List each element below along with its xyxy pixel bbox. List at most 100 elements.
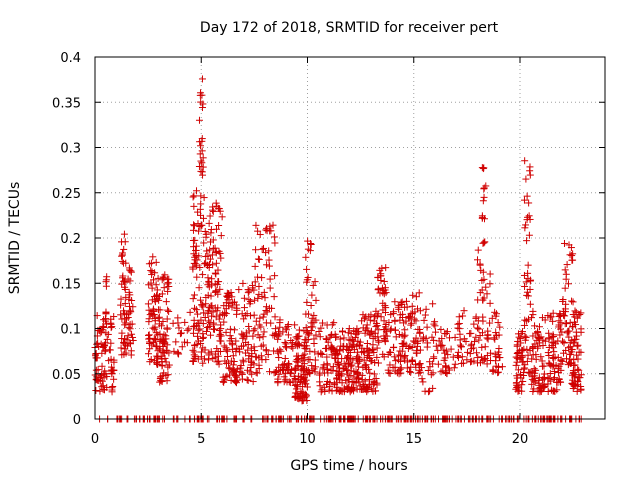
data-point (121, 300, 129, 308)
data-point (195, 284, 203, 292)
data-point (280, 373, 288, 381)
data-point (480, 193, 488, 201)
data-point (522, 278, 530, 286)
data-point (178, 343, 186, 351)
data-point (428, 333, 436, 341)
data-point (332, 355, 340, 363)
data-point (100, 316, 108, 324)
data-point (571, 361, 579, 369)
data-point (220, 342, 228, 350)
data-point (463, 356, 471, 364)
data-point (239, 356, 247, 364)
data-point (303, 298, 311, 306)
data-point (545, 351, 553, 359)
data-point (161, 354, 169, 362)
data-point (126, 277, 134, 285)
data-point (205, 317, 213, 325)
data-point (259, 341, 267, 349)
data-point (374, 337, 382, 345)
data-point (434, 346, 442, 354)
data-point (189, 329, 197, 337)
data-point (339, 328, 347, 336)
data-point (366, 369, 374, 377)
data-point (340, 334, 348, 342)
data-point (190, 323, 198, 331)
data-point (243, 376, 251, 384)
data-point (160, 274, 168, 282)
data-point (160, 331, 168, 339)
data-point (274, 335, 282, 343)
data-point (266, 284, 274, 292)
data-point (279, 328, 287, 336)
data-point (229, 361, 237, 369)
data-point (217, 321, 225, 329)
data-point (155, 320, 163, 328)
data-point (198, 75, 206, 83)
data-point (151, 314, 159, 322)
data-point (240, 358, 248, 366)
data-point (514, 349, 522, 357)
data-point (267, 319, 275, 327)
data-point (209, 354, 217, 362)
data-point (537, 387, 545, 395)
data-point (310, 311, 318, 319)
y-tick-label: 0.2 (60, 232, 81, 247)
data-point (271, 313, 279, 321)
data-point (365, 376, 373, 384)
data-point (197, 211, 205, 219)
data-point (389, 310, 397, 318)
data-point (318, 351, 326, 359)
data-point (521, 316, 529, 324)
data-point (144, 350, 152, 358)
data-point (486, 270, 494, 278)
data-point (125, 309, 133, 317)
data-point (284, 322, 292, 330)
data-point (297, 373, 305, 381)
x-tick-label: 20 (512, 432, 529, 447)
data-point (223, 352, 231, 360)
data-point (191, 341, 199, 349)
data-point (403, 303, 411, 311)
data-point (304, 331, 312, 339)
data-point (260, 244, 268, 252)
data-point (229, 352, 237, 360)
data-point (103, 335, 111, 343)
data-point (407, 319, 415, 327)
data-point (153, 360, 161, 368)
data-point (107, 367, 115, 375)
data-point (240, 315, 248, 323)
data-point (483, 290, 491, 298)
data-point (331, 330, 339, 338)
data-point (300, 360, 308, 368)
data-point (146, 345, 154, 353)
data-point (532, 330, 540, 338)
data-point (202, 230, 210, 238)
data-point (94, 366, 102, 374)
data-point (385, 319, 393, 327)
data-point (481, 238, 489, 246)
data-point (104, 330, 112, 338)
data-point (474, 354, 482, 362)
data-point (292, 392, 300, 400)
data-point (228, 293, 236, 301)
data-point (208, 312, 216, 320)
data-point (551, 368, 559, 376)
data-point (319, 365, 327, 373)
data-point (282, 326, 290, 334)
data-point (190, 357, 198, 365)
data-point (190, 348, 198, 356)
data-point (396, 311, 404, 319)
data-point (220, 318, 228, 326)
data-point (174, 314, 182, 322)
data-point (382, 328, 390, 336)
data-point (514, 387, 522, 395)
data-point (363, 345, 371, 353)
data-point (474, 317, 482, 325)
data-point (244, 376, 252, 384)
data-point (294, 352, 302, 360)
data-point (513, 349, 521, 357)
data-point (198, 301, 206, 309)
data-point (258, 245, 266, 253)
data-point (467, 358, 475, 366)
data-point (561, 266, 569, 274)
